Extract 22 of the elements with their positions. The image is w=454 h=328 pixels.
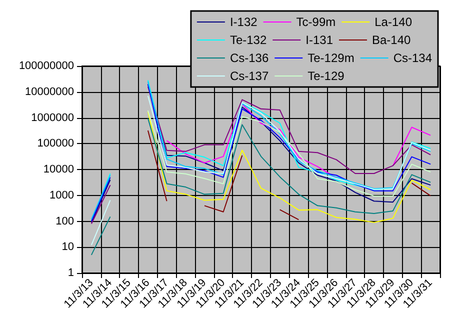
legend-label: Tc-99m [296,15,336,29]
y-tick-label: 10000000 [25,86,74,98]
y-tick-label: 100 [56,215,74,228]
legend-label: I-132 [230,15,258,29]
y-tick-label: 10000 [43,164,74,176]
legend-label: La-140 [374,15,412,29]
y-tick-label: 1000000 [31,112,74,124]
legend-label: I-131 [306,33,334,47]
y-tick-label: 1000 [50,189,74,202]
legend-label: Cs-134 [393,51,432,65]
y-tick-label: 10 [62,241,74,254]
y-tick-label: 1 [68,267,74,279]
line-series [147,110,432,197]
legend-label: Cs-137 [230,69,269,83]
legend-label: Te-132 [230,33,267,47]
legend-label: Ba-140 [372,33,412,47]
legend-label: Cs-136 [230,51,269,65]
y-tick-label: 100000000 [18,60,74,72]
line-series [147,111,432,223]
legend-label: Te-129 [308,69,345,83]
y-tick-label: 100000 [37,138,74,150]
legend-label: Te-129m [308,51,354,65]
